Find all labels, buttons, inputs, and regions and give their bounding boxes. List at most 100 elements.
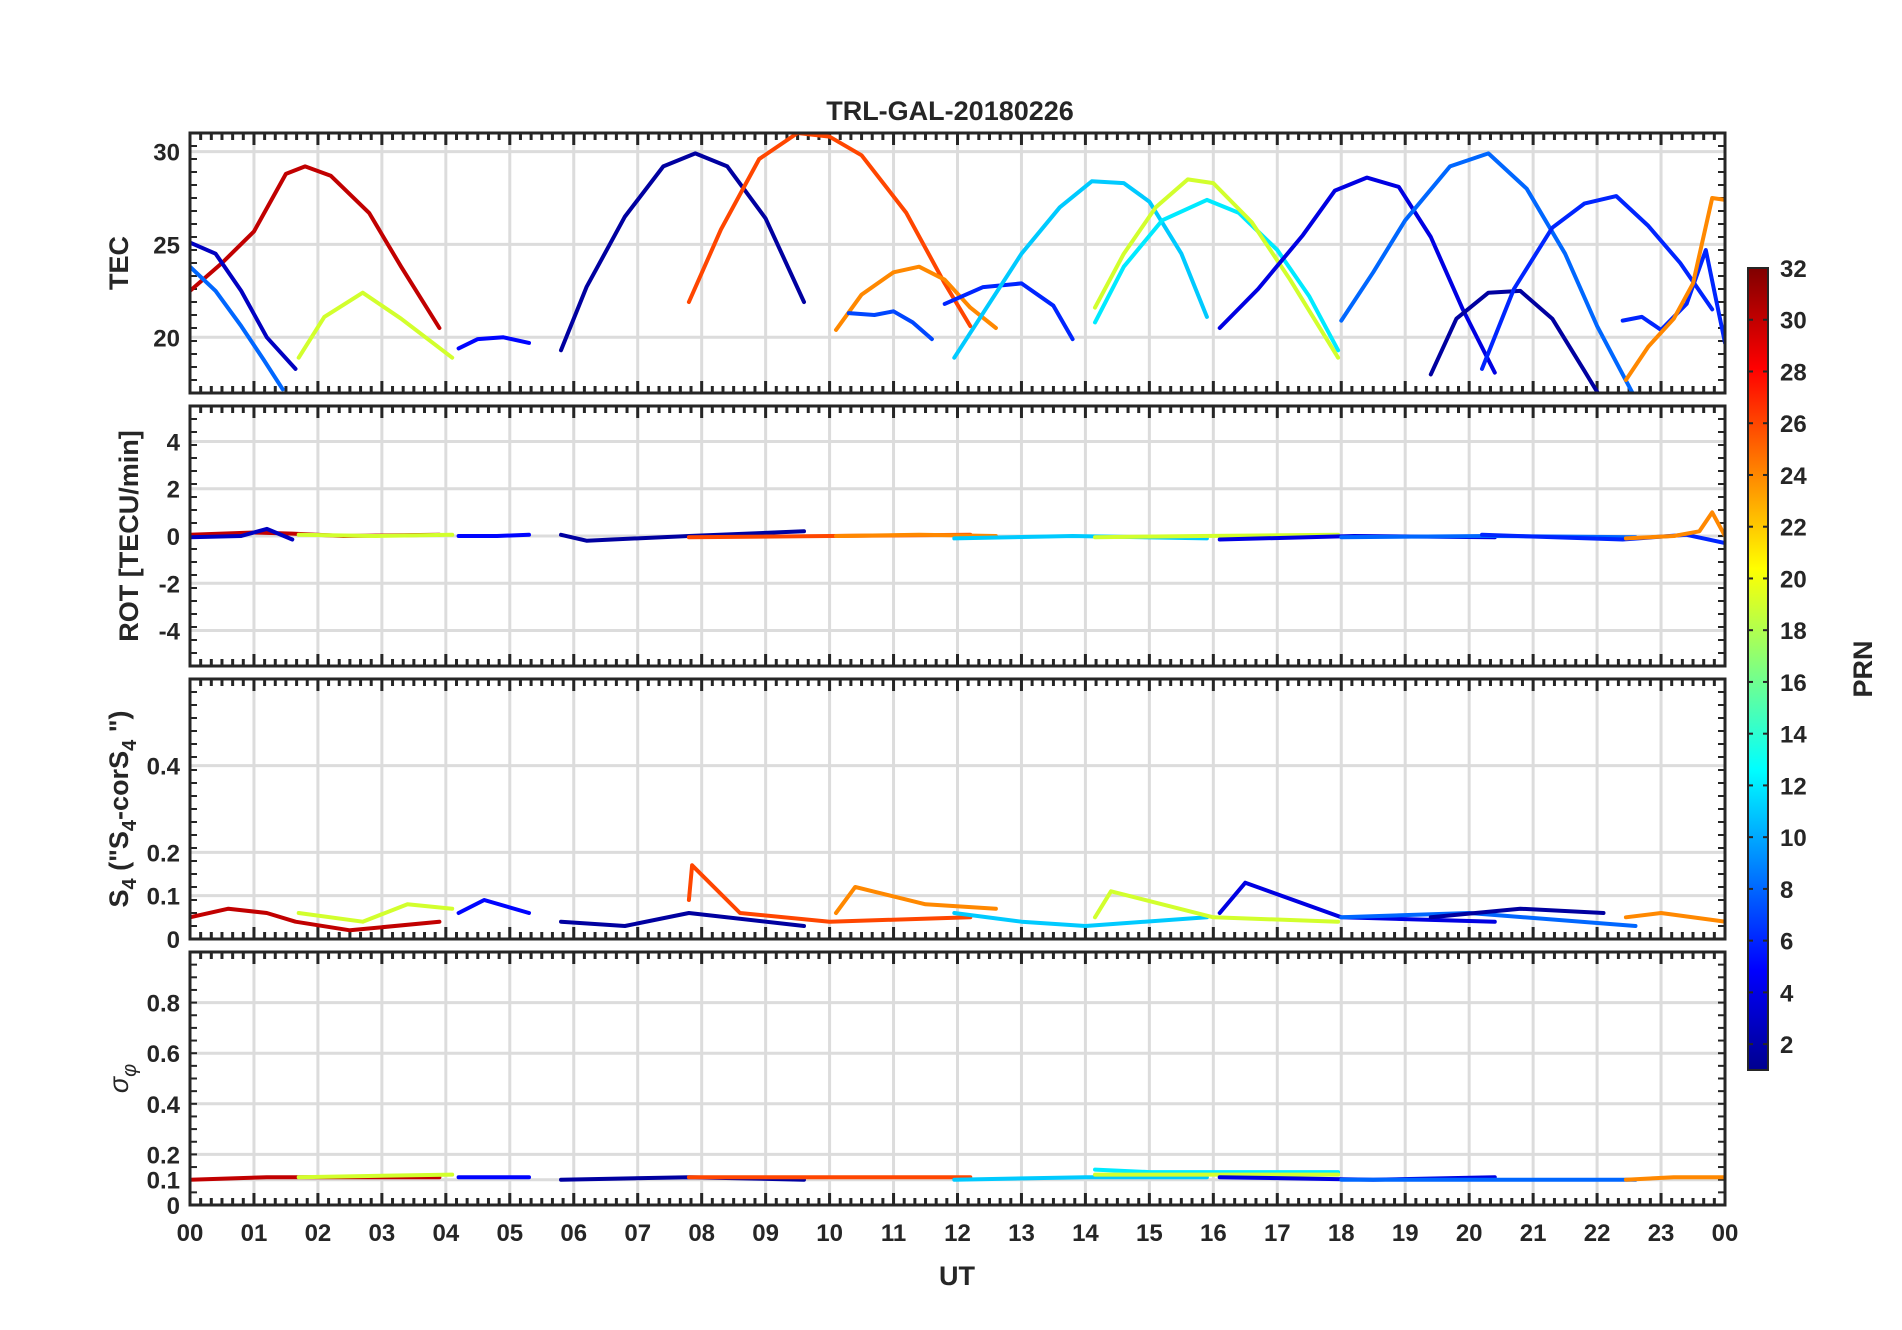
x-tick-label: 20 [1456, 1220, 1483, 1247]
series-line-prn-26 [686, 133, 973, 329]
x-tick-label: 10 [816, 1220, 843, 1247]
series-line-prn-24 [834, 264, 998, 332]
x-tick-label: 22 [1584, 1220, 1611, 1247]
y-tick-label: 20 [153, 325, 180, 352]
series-line-prn-24 [1623, 196, 1725, 382]
series-line-prn-19 [296, 532, 455, 538]
series-line-prn-24 [1623, 510, 1725, 541]
series-line-prn-26 [686, 863, 973, 924]
series-line-prn-19 [1093, 532, 1341, 540]
x-tick-label: 08 [688, 1220, 715, 1247]
x-tick-label: 07 [624, 1220, 651, 1247]
colorbar-tick-label: 8 [1780, 877, 1793, 904]
series-group [190, 1167, 1725, 1182]
series-line-prn-5 [456, 898, 531, 915]
colorbar-tick-label: 4 [1780, 980, 1794, 1007]
x-axis: 00 01 02 03 04 05 06 07 08 09 10 11 12 13 14 15 16 17 18 19… [177, 1220, 1739, 1247]
y-tick-label: 30 [153, 140, 180, 167]
series-line-prn-2 [559, 151, 806, 353]
colorbar-tick-label: 32 [1780, 256, 1807, 283]
series-line-prn-19 [296, 290, 455, 360]
series-line-prn-2 [559, 529, 806, 543]
colorbar-tick-label: 20 [1780, 566, 1807, 593]
series-line-prn-3 [190, 526, 295, 542]
series-line-prn-5 [456, 532, 531, 538]
y-tick-label: 0.8 [147, 991, 180, 1018]
x-tick-label: 16 [1200, 1220, 1227, 1247]
series-line-prn-11 [952, 911, 1209, 928]
y-tick-label: 0.4 [147, 1092, 181, 1119]
series-line-prn-8 [190, 264, 285, 392]
colorbar-tick-label: 14 [1780, 722, 1807, 749]
x-tick-label: 03 [369, 1220, 396, 1247]
colorbar-tick-label: 12 [1780, 773, 1807, 800]
colorbar-tick-label: 22 [1780, 515, 1807, 542]
series-line-prn-5 [456, 335, 531, 351]
series-line-prn-24 [834, 532, 998, 538]
panel-rot: -4 -2 0 2 4 ROT [TECU/min] [114, 404, 1727, 668]
x-tick-label: 14 [1072, 1220, 1099, 1247]
y-tick-label: 25 [153, 232, 180, 259]
x-tick-label: 21 [1520, 1220, 1547, 1247]
panel-frame [188, 950, 1727, 1207]
y-tick-label: -2 [159, 571, 180, 598]
series-line-prn-24 [834, 885, 998, 915]
x-axis-label: UT [939, 1261, 975, 1291]
y-tick-label: 0 [167, 927, 180, 954]
y-tick-label: 0.6 [147, 1041, 180, 1068]
y-tick-label: 0.1 [147, 1168, 180, 1195]
x-tick-label: 02 [305, 1220, 332, 1247]
y-tick-label: 0 [167, 524, 180, 551]
x-tick-label: 00 [177, 1220, 204, 1247]
x-tick-label: 17 [1264, 1220, 1291, 1247]
series-line-prn-6 [1480, 194, 1715, 371]
y-tick-label: 4 [167, 429, 181, 456]
series-line-prn-19 [296, 902, 455, 924]
series-line-prn-6 [942, 281, 1075, 342]
series-line-prn-24 [1623, 911, 1725, 924]
series-line-prn-30 [190, 906, 442, 933]
colorbar-tick-label: 30 [1780, 308, 1807, 335]
x-tick-label: 01 [241, 1220, 268, 1247]
y-tick-label: 0 [167, 1193, 180, 1220]
y-axis-label: ROT [TECU/min] [114, 430, 144, 641]
series-group [190, 510, 1725, 546]
y-tick-label: -4 [159, 619, 181, 646]
x-tick-label: 04 [432, 1220, 459, 1247]
panel-frame [188, 677, 1727, 941]
series-line-prn-4 [1217, 880, 1497, 924]
y-axis-label: S4 ("S4-corS4 ") [104, 710, 141, 907]
x-tick-label: 11 [881, 1220, 906, 1247]
x-tick-label: 06 [560, 1220, 587, 1247]
x-tick-label: 00 [1712, 1220, 1739, 1247]
x-tick-label: 19 [1392, 1220, 1419, 1247]
x-tick-label: 18 [1328, 1220, 1355, 1247]
series-line-prn-3 [190, 240, 298, 371]
series-group [190, 863, 1725, 933]
colorbar-tick-label: 18 [1780, 618, 1807, 645]
series-line-prn-12 [1093, 1167, 1341, 1175]
y-tick-label: 0.4 [147, 754, 181, 781]
panel-s4: 0 0.1 0.2 0.4S4 ("S4-corS4 ") [104, 677, 1727, 954]
y-tick-label: 0.2 [147, 1142, 180, 1169]
series-line-prn-19 [296, 1172, 455, 1180]
series-line-prn-8 [1339, 151, 1635, 393]
series-line-prn-11 [952, 179, 1209, 360]
x-tick-label: 15 [1136, 1220, 1163, 1247]
y-axis-label: TEC [104, 236, 134, 290]
colorbar-tick-label: 2 [1780, 1032, 1793, 1059]
series-line-prn-19 [1093, 889, 1341, 924]
colorbar-tick-label: 28 [1780, 359, 1807, 386]
colorbar-label: PRN [1848, 640, 1878, 697]
colorbar-tick-label: 26 [1780, 411, 1807, 438]
series-group [190, 133, 1725, 393]
y-tick-label: 0.1 [147, 884, 180, 911]
series-line-prn-11 [952, 1175, 1209, 1182]
series-line-prn-19 [1093, 177, 1341, 360]
panel-frame [188, 404, 1727, 668]
series-line-prn-30 [190, 164, 442, 330]
x-tick-label: 12 [944, 1220, 971, 1247]
